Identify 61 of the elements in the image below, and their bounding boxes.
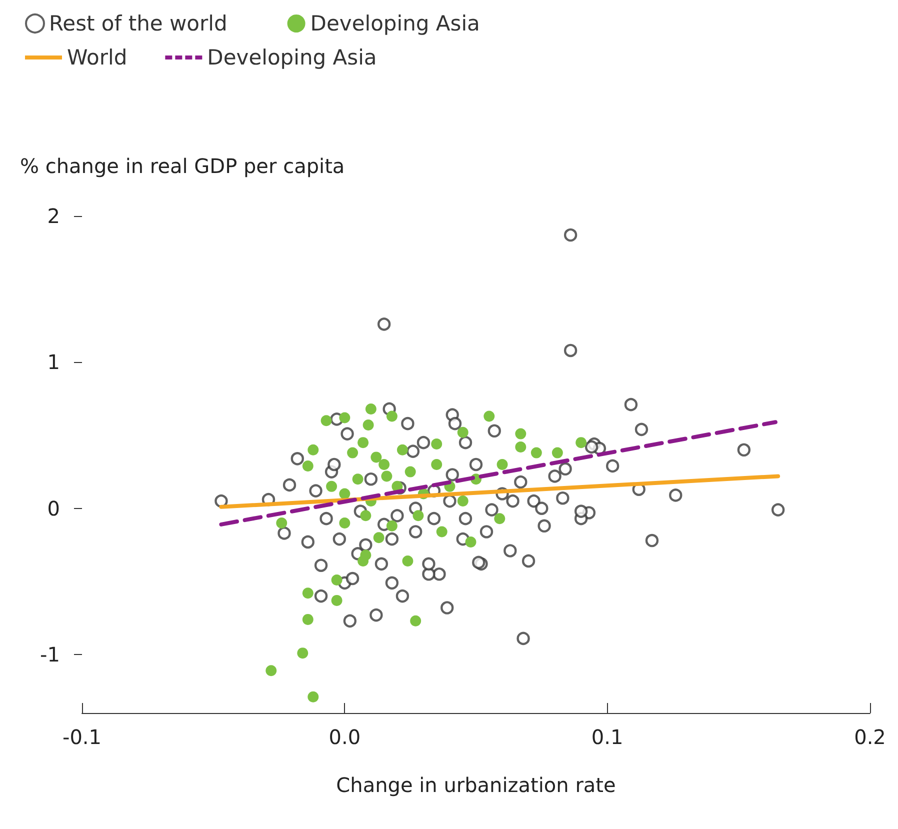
point <box>576 437 587 448</box>
point <box>465 536 476 548</box>
point <box>365 403 376 414</box>
point <box>302 460 314 472</box>
point <box>515 441 526 452</box>
point <box>457 496 468 507</box>
point <box>484 410 495 422</box>
point <box>494 513 506 524</box>
y-axis-title: % change in real GDP per capita <box>20 154 345 178</box>
point <box>347 447 358 458</box>
legend-label: Developing Asia <box>310 12 480 36</box>
point <box>402 555 414 566</box>
point <box>362 420 374 431</box>
point <box>431 459 442 470</box>
point <box>436 526 448 538</box>
point <box>320 415 332 426</box>
point <box>381 470 392 482</box>
point <box>404 466 416 478</box>
point <box>360 550 372 561</box>
point <box>339 412 350 424</box>
point <box>373 532 384 544</box>
point <box>302 588 314 599</box>
point <box>331 594 342 606</box>
legend-label: World <box>67 46 128 70</box>
point <box>530 447 542 458</box>
point <box>431 438 442 450</box>
point <box>386 410 398 422</box>
point <box>308 691 319 702</box>
y-tick-label: 0 <box>47 496 60 520</box>
point <box>276 517 288 528</box>
point <box>308 444 319 456</box>
point <box>496 459 508 470</box>
y-tick-label: -1 <box>40 642 60 667</box>
point <box>378 459 390 470</box>
point <box>386 520 398 532</box>
x-tick-label: 0.0 <box>328 725 361 749</box>
point <box>457 426 468 438</box>
y-tick-label: 2 <box>47 204 60 228</box>
point <box>339 488 350 500</box>
point <box>410 615 422 626</box>
point <box>339 517 350 528</box>
x-axis-title: Change in urbanization rate <box>336 773 616 797</box>
x-tick-label: 0.1 <box>591 725 624 749</box>
point <box>552 447 563 458</box>
point <box>302 614 314 625</box>
point <box>331 574 342 586</box>
point <box>297 648 308 659</box>
x-tick-label: 0.2 <box>854 725 886 749</box>
point <box>412 510 424 522</box>
point <box>360 510 372 522</box>
legend-label: Rest of the world <box>49 12 228 36</box>
point <box>358 437 369 448</box>
point <box>515 428 526 440</box>
point <box>266 665 277 676</box>
y-tick-label: 1 <box>47 350 60 374</box>
point <box>396 444 408 456</box>
x-tick-label: -0.1 <box>62 725 102 749</box>
point <box>370 452 382 463</box>
point <box>352 474 364 485</box>
legend-label: Developing Asia <box>207 46 377 70</box>
point <box>326 480 338 492</box>
